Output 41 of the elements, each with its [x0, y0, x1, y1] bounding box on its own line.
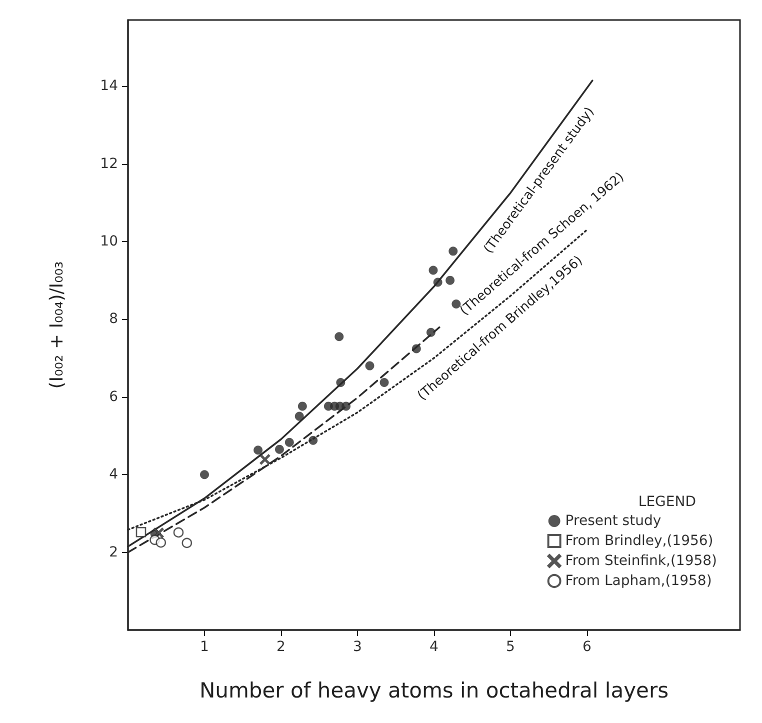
legend-label: From Steinfink,(1958) — [565, 553, 718, 569]
x-tick-label: 3 — [353, 639, 362, 655]
y-tick-label: 8 — [109, 311, 118, 328]
point — [156, 537, 166, 548]
y-axis-title: (I₀₀₂ + I₀₀₄)/I₀₀₃ — [46, 261, 68, 389]
x-axis-title: Number of heavy atoms in octahedral layers — [199, 678, 669, 702]
legend-label: From Brindley,(1956) — [565, 533, 714, 549]
point — [428, 266, 438, 275]
legend-label: Present study — [565, 513, 662, 529]
point — [260, 454, 270, 465]
point — [334, 332, 344, 342]
y-tick-label: 14 — [100, 78, 118, 94]
point — [254, 446, 263, 455]
point — [294, 412, 304, 421]
x-tick-label: 6 — [582, 639, 592, 655]
point — [284, 438, 294, 447]
y-tick-label: 10 — [100, 233, 118, 250]
y-tick-label: 2 — [109, 544, 118, 560]
point — [200, 470, 209, 480]
point — [433, 278, 442, 287]
y-tick-label: 12 — [100, 156, 118, 172]
x-tick-label: 1 — [200, 639, 209, 655]
legend-label: From Lapham,(1958) — [565, 573, 712, 589]
y-tick-label: 4 — [109, 466, 118, 483]
point — [308, 436, 318, 445]
point — [446, 276, 455, 285]
point — [342, 402, 351, 411]
point — [173, 527, 184, 538]
point — [448, 246, 458, 256]
point — [298, 402, 307, 411]
point — [136, 526, 146, 538]
point — [182, 538, 192, 548]
point — [274, 444, 284, 454]
point — [336, 378, 346, 387]
point — [365, 361, 374, 370]
x-tick-label: 4 — [430, 639, 439, 655]
x-tick-label: 5 — [506, 639, 515, 655]
x-tick-label: 2 — [276, 639, 286, 655]
y-tick-label: 6 — [109, 388, 118, 405]
point — [380, 378, 389, 387]
legend-title: LEGEND — [638, 494, 696, 510]
